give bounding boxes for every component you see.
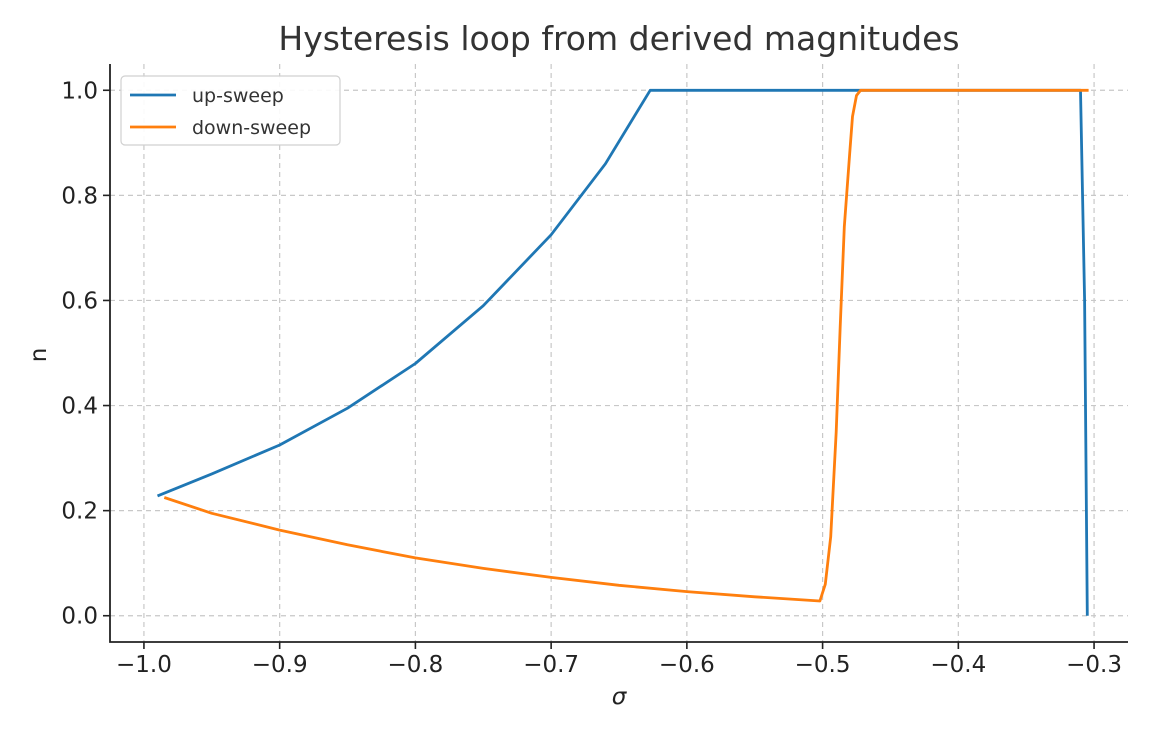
y-tick-label: 0.4 xyxy=(61,394,98,420)
chart-title: Hysteresis loop from derived magnitudes xyxy=(278,19,959,58)
series-line-down-sweep xyxy=(163,88,1089,603)
plot-lines xyxy=(156,88,1089,616)
y-axis-label: n xyxy=(26,348,52,363)
x-tick-label: −1.0 xyxy=(116,652,172,678)
y-tick-label: 0.8 xyxy=(61,183,98,209)
legend: up-sweep down-sweep xyxy=(120,75,341,146)
y-tick-label: 0.6 xyxy=(61,288,98,314)
x-axis-label: σ xyxy=(612,684,628,710)
axes: −1.0 −0.9 −0.8 −0.7 −0.6 −0.5 −0.4 −0.3 0.0 0.2 0.… xyxy=(61,64,1128,678)
x-tick-label: −0.8 xyxy=(387,652,443,678)
y-tick-label: 1.0 xyxy=(61,78,98,104)
x-tick-label: −0.6 xyxy=(659,652,715,678)
y-tick-label: 0.2 xyxy=(61,499,98,525)
axis-spines xyxy=(109,64,1128,643)
x-tick-label: −0.4 xyxy=(930,652,986,678)
grid xyxy=(110,64,1128,642)
x-tick-label: −0.5 xyxy=(795,652,851,678)
x-tick-label: −0.7 xyxy=(523,652,579,678)
y-tick-label: 0.0 xyxy=(61,604,98,630)
series-line-up-sweep xyxy=(156,88,1089,616)
x-tick-label: −0.3 xyxy=(1066,652,1122,678)
x-tick-label: −0.9 xyxy=(252,652,308,678)
legend-label: down-sweep xyxy=(192,117,311,139)
legend-label: up-sweep xyxy=(192,85,284,107)
